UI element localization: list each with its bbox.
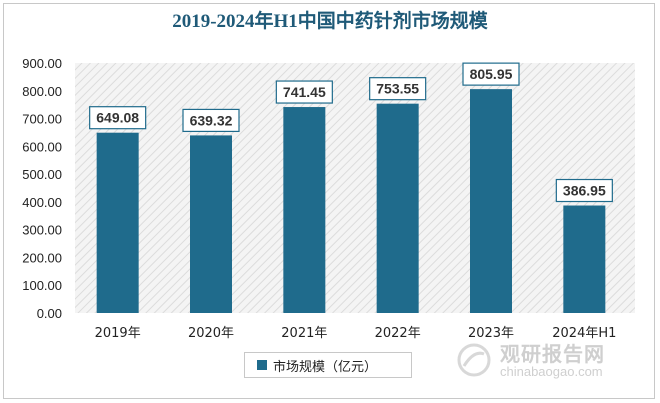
- y-tick-label: 300.00: [22, 223, 62, 238]
- bar: [283, 107, 326, 314]
- watermark-en: chinabaogao.com: [500, 364, 603, 379]
- x-tick-label: 2021年: [281, 326, 327, 341]
- legend-label: 市场规模（亿元）: [273, 359, 378, 375]
- legend-swatch: [257, 360, 267, 370]
- data-label: 649.08: [96, 110, 139, 126]
- x-tick-label: 2023年: [468, 326, 514, 341]
- x-tick-label: 2022年: [375, 326, 421, 341]
- data-label-box: [89, 106, 147, 130]
- x-tick-label: 2024年H1: [552, 326, 616, 341]
- data-label: 753.55: [376, 81, 419, 97]
- y-tick-label: 400.00: [22, 195, 62, 210]
- plot-area-background: [75, 63, 635, 313]
- bar: [563, 205, 606, 313]
- watermark-logo-icon: [457, 343, 491, 377]
- bar: [96, 132, 139, 313]
- data-label-box: [369, 77, 427, 101]
- y-tick-label: 500.00: [22, 167, 62, 182]
- data-label: 741.45: [283, 84, 326, 100]
- data-label-box: [182, 108, 240, 133]
- bar: [376, 103, 419, 313]
- data-label: 639.32: [190, 112, 233, 128]
- legend: 市场规模（亿元）: [244, 352, 412, 378]
- watermark-cn: 观研报告网: [500, 342, 605, 366]
- y-tick-label: 900.00: [22, 56, 62, 71]
- chart-title: 2019-2024年H1中国中药针剂市场规模: [172, 11, 488, 32]
- data-label-box: [462, 62, 520, 86]
- data-label: 386.95: [563, 183, 606, 199]
- x-tick-label: 2020年: [188, 326, 234, 341]
- y-tick-label: 700.00: [22, 112, 62, 127]
- watermark: 观研报告网 chinabaogao.com: [456, 338, 646, 384]
- bar: [190, 135, 232, 313]
- y-tick-label: 800.00: [22, 84, 62, 99]
- data-label: 805.95: [470, 66, 513, 82]
- y-tick-label: 200.00: [22, 250, 62, 265]
- bar: [470, 89, 512, 313]
- y-tick-label: 0.00: [37, 306, 62, 321]
- y-tick-label: 600.00: [22, 139, 62, 154]
- y-tick-label: 100.00: [22, 278, 62, 293]
- x-tick-label: 2019年: [95, 326, 141, 341]
- data-label-box: [555, 178, 613, 203]
- data-label-box: [275, 80, 333, 104]
